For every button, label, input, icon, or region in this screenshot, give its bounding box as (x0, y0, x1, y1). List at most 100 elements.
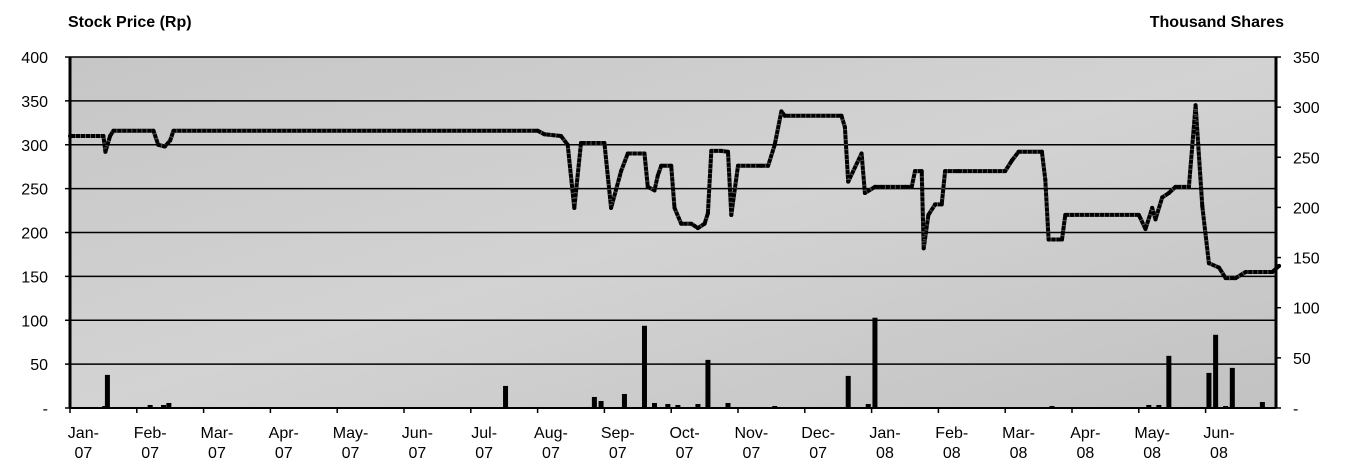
x-tick-label-month: Dec- (801, 425, 835, 442)
price-point (842, 125, 847, 130)
price-point (1016, 149, 1021, 154)
right-tick-label: 350 (1293, 50, 1320, 67)
volume-bar (865, 403, 871, 408)
left-tick-label: 200 (21, 226, 48, 243)
price-point (862, 191, 867, 196)
x-tick-label-month: Jan- (68, 425, 99, 442)
price-point (669, 163, 674, 168)
volume-bar (675, 404, 681, 408)
price-point (542, 132, 547, 137)
left-axis-title: Stock Price (Rp) (68, 14, 192, 31)
volume-bar (872, 317, 878, 408)
x-tick-label-month: Jul- (471, 425, 497, 442)
volume-bar (104, 374, 110, 408)
x-tick-label-year: 07 (208, 445, 226, 461)
left-tick-label: 350 (21, 94, 48, 111)
volume-bar (1166, 355, 1172, 408)
price-point (1136, 212, 1141, 217)
price-point (108, 133, 113, 138)
price-point (695, 226, 700, 231)
x-tick-label-month: Apr- (269, 425, 299, 442)
price-point (1063, 212, 1068, 217)
price-point (151, 128, 156, 133)
volume-bar (598, 400, 604, 408)
volume-bar (652, 402, 657, 408)
price-point (1243, 269, 1248, 274)
x-tick-label-year: 07 (542, 445, 560, 461)
left-tick-label: 150 (21, 269, 48, 286)
volume-bar (1156, 404, 1162, 408)
price-point (919, 169, 924, 174)
price-point (609, 205, 614, 210)
x-tick-label-year: 08 (1010, 445, 1028, 461)
price-point (719, 148, 724, 153)
volume-bar (1213, 334, 1219, 408)
price-point (1150, 205, 1155, 210)
x-tick-label-year: 07 (609, 445, 627, 461)
price-point (101, 133, 106, 138)
price-point (1270, 269, 1275, 274)
volume-bar (1146, 404, 1152, 408)
price-point (846, 179, 851, 184)
x-tick-label-month: May- (333, 425, 369, 442)
x-tick-label-year: 07 (408, 445, 426, 461)
x-tick-label-year: 07 (275, 445, 293, 461)
price-line-group (68, 103, 1282, 281)
x-tick-label-month: Mar- (1002, 425, 1035, 442)
x-tick-label-year: 07 (342, 445, 360, 461)
price-point (642, 151, 647, 156)
price-point (766, 163, 771, 168)
right-axis-title: Thousand Shares (1150, 14, 1284, 31)
x-tick-label-year: 07 (809, 445, 827, 461)
x-tick-label-year: 08 (1143, 445, 1161, 461)
volume-bar (1206, 372, 1212, 408)
x-tick-label-month: Feb- (935, 425, 968, 442)
x-tick-label-year: 08 (1076, 445, 1094, 461)
volume-bar (695, 403, 701, 408)
price-point (1143, 226, 1148, 231)
price-point (558, 133, 563, 138)
price-point (171, 128, 176, 133)
price-point (1166, 191, 1171, 196)
volume-bar (166, 402, 172, 408)
price-point (956, 169, 961, 174)
volume-bars (102, 317, 1265, 408)
price-point (1193, 103, 1198, 108)
volume-bar (621, 393, 627, 408)
left-tick-label: 300 (21, 138, 48, 155)
right-tick-label: 150 (1293, 251, 1320, 268)
price-point (1206, 261, 1211, 266)
price-point (156, 142, 161, 147)
price-point (689, 221, 694, 226)
price-point (111, 128, 116, 133)
price-point (1186, 184, 1191, 189)
left-tick-label: 250 (21, 182, 48, 199)
x-tick-label-month: Jan- (869, 425, 900, 442)
price-point (903, 184, 907, 189)
volume-bar (705, 359, 711, 408)
x-tick-label-month: Nov- (734, 425, 768, 442)
price-point (602, 140, 607, 145)
volume-bar (725, 402, 731, 408)
x-tick-label-year: 07 (74, 445, 92, 461)
price-point (943, 169, 948, 174)
right-tick-label: 250 (1293, 150, 1320, 167)
price-point (879, 184, 884, 189)
price-point (1059, 237, 1064, 242)
price-point (872, 184, 877, 189)
x-tick-label-month: Aug- (534, 425, 568, 442)
x-tick-label-year: 08 (1210, 445, 1228, 461)
volume-bar (147, 404, 153, 408)
x-tick-label-month: Oct- (669, 425, 699, 442)
left-tick-label: 400 (21, 50, 48, 67)
x-tick-label-year: 08 (876, 445, 894, 461)
price-point (779, 109, 784, 114)
price-point (1277, 263, 1282, 268)
volume-bar (503, 385, 509, 408)
price-point (655, 173, 660, 178)
volume-bar (845, 375, 851, 408)
price-point (926, 212, 931, 217)
price-point (579, 140, 584, 145)
price-point (736, 163, 740, 168)
